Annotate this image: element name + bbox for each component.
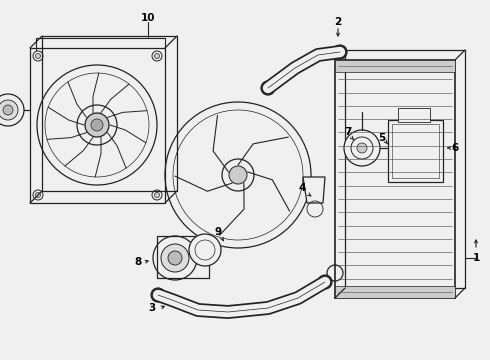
Circle shape	[222, 159, 254, 191]
Text: 4: 4	[298, 183, 306, 193]
Polygon shape	[303, 177, 325, 203]
Bar	[398, 108, 430, 122]
Circle shape	[344, 130, 380, 166]
Text: 10: 10	[141, 13, 155, 23]
Text: 2: 2	[334, 17, 342, 27]
Text: 9: 9	[215, 227, 221, 237]
Circle shape	[357, 143, 367, 153]
Circle shape	[3, 105, 13, 115]
Bar	[335, 60, 455, 298]
Bar	[335, 60, 455, 72]
Text: 6: 6	[451, 143, 459, 153]
Text: 5: 5	[378, 133, 386, 143]
Text: 8: 8	[134, 257, 142, 267]
Circle shape	[154, 193, 160, 198]
Circle shape	[77, 105, 117, 145]
Circle shape	[154, 54, 160, 58]
Bar	[30, 48, 165, 203]
Bar	[157, 236, 209, 278]
Circle shape	[85, 113, 109, 137]
Bar	[42, 36, 177, 191]
Circle shape	[35, 54, 41, 58]
Text: 3: 3	[148, 303, 156, 313]
Circle shape	[161, 244, 189, 272]
Circle shape	[189, 234, 221, 266]
Bar	[388, 120, 443, 182]
Circle shape	[91, 119, 103, 131]
Text: 7: 7	[344, 127, 352, 137]
Text: 1: 1	[472, 253, 480, 263]
Circle shape	[229, 166, 247, 184]
Bar	[335, 286, 455, 298]
Bar	[345, 50, 465, 288]
Circle shape	[0, 100, 18, 120]
Circle shape	[35, 193, 41, 198]
Bar	[392, 124, 439, 178]
Circle shape	[168, 251, 182, 265]
